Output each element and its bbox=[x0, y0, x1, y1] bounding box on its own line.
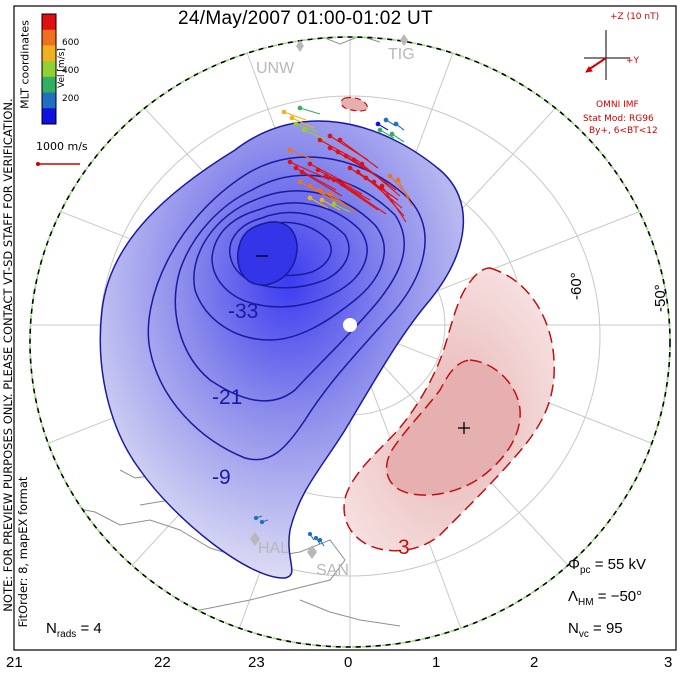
radar-site-tig-icon bbox=[400, 34, 408, 46]
magnetic-pole-marker bbox=[343, 318, 357, 332]
heppner-maynard-boundary bbox=[29, 36, 671, 648]
contour-label-3: 3 bbox=[398, 536, 410, 559]
colorbar-swatch bbox=[42, 108, 56, 125]
mlt-tick-2: 2 bbox=[530, 654, 539, 671]
imf-z-label: +Z (10 nT) bbox=[610, 12, 660, 22]
radar-label-hal: HAL bbox=[258, 540, 290, 557]
mlt-tick-1: 1 bbox=[432, 654, 441, 671]
contour-label-9: -9 bbox=[212, 466, 231, 489]
mlt-tick-23: 23 bbox=[248, 654, 265, 671]
stat-phi-pc: Φpc = 55 kV bbox=[568, 556, 646, 576]
mlt-tick-3: 3 bbox=[664, 654, 673, 671]
colorbar-swatch bbox=[42, 92, 56, 109]
contour-label-33: -33 bbox=[228, 300, 259, 323]
stat-n-rads: Nrads = 4 bbox=[46, 620, 102, 640]
latitude-label-50: -50° bbox=[652, 284, 669, 312]
radar-site-unw-icon bbox=[296, 40, 304, 52]
radar-label-unw: UNW bbox=[256, 60, 295, 77]
reference-vector-label: 1000 m/s bbox=[36, 140, 88, 153]
colorbar-border bbox=[41, 13, 57, 125]
stat-lambda-hm: ΛHM = −50° bbox=[568, 588, 643, 608]
colorbar-swatch bbox=[42, 14, 56, 31]
coord-system-label: MLT coordinates bbox=[18, 20, 32, 109]
radar-label-san: SAN bbox=[316, 562, 349, 579]
imf-source: OMNI IMF bbox=[596, 100, 639, 110]
radar-label-tig: TIG bbox=[388, 46, 415, 63]
stat-n-vc: Nvc = 95 bbox=[568, 620, 623, 640]
mlt-tick-21: 21 bbox=[6, 654, 23, 671]
radar-sites bbox=[250, 34, 408, 559]
velocity-vectors bbox=[253, 105, 413, 547]
imf-clock-diagram bbox=[584, 30, 630, 80]
colorbar-swatch bbox=[42, 76, 56, 94]
mlt-tick-0: 0 bbox=[344, 654, 353, 671]
preview-watermark: NOTE: FOR PREVIEW PURPOSES ONLY. PLEASE … bbox=[1, 98, 15, 612]
colorbar-swatch bbox=[42, 45, 56, 62]
imf-model: Stat Mod: RG96 bbox=[583, 114, 654, 124]
positive-potential-cell bbox=[340, 96, 555, 552]
radar-site-san-icon bbox=[307, 545, 317, 559]
potential-extrema bbox=[256, 255, 470, 434]
colorbar-tick-600: 600 bbox=[62, 38, 80, 48]
map-title: 24/May/2007 01:00-01:02 UT bbox=[178, 8, 433, 29]
latitude-label-60: -60° bbox=[568, 272, 585, 300]
colorbar-swatch bbox=[42, 29, 56, 46]
contour-label-21: -21 bbox=[212, 386, 243, 409]
imf-y-label: +Y bbox=[626, 56, 640, 66]
velocity-colorbar bbox=[41, 13, 57, 125]
colorbar-tick-200: 200 bbox=[62, 94, 80, 104]
imf-condition: By+, 6<BT<12 bbox=[589, 126, 658, 136]
colorbar-tick-400: 400 bbox=[62, 66, 80, 76]
fit-info: FitOrder: 8, mapEX format bbox=[16, 476, 30, 628]
radar-site-hal-icon bbox=[250, 532, 260, 546]
mlt-tick-22: 22 bbox=[154, 654, 171, 671]
colorbar-swatch bbox=[42, 61, 56, 78]
